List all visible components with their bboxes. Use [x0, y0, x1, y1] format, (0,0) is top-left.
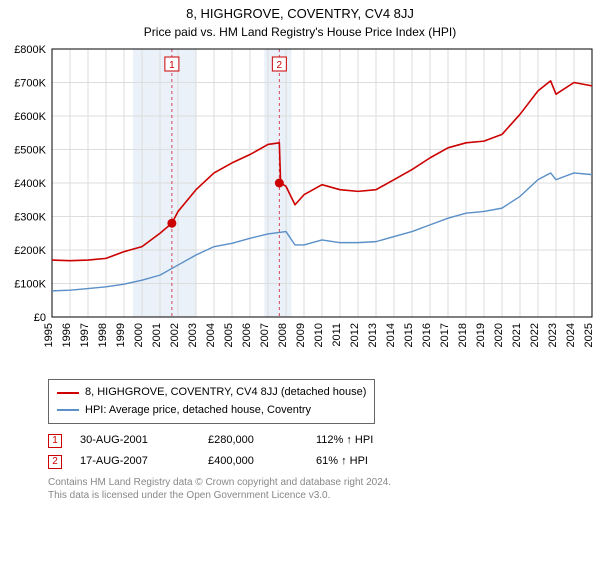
svg-text:£600K: £600K — [14, 111, 46, 123]
sale-delta: 112% ↑ HPI — [316, 430, 373, 451]
svg-text:2019: 2019 — [475, 323, 487, 347]
sales-table: 1 30-AUG-2001 £280,000 112% ↑ HPI 2 17-AUG-20… — [48, 430, 600, 472]
license-line1: Contains HM Land Registry data © Crown c… — [48, 476, 600, 489]
svg-text:£300K: £300K — [14, 212, 46, 224]
svg-text:£100K: £100K — [14, 279, 46, 291]
legend-label: HPI: Average price, detached house, Cove… — [85, 402, 311, 420]
svg-text:2025: 2025 — [583, 323, 595, 347]
svg-text:2017: 2017 — [439, 323, 451, 347]
sale-badge: 2 — [48, 455, 62, 469]
sale-date: 30-AUG-2001 — [80, 430, 190, 451]
svg-text:2013: 2013 — [367, 323, 379, 347]
svg-text:2001: 2001 — [151, 323, 163, 347]
svg-text:1: 1 — [169, 60, 175, 71]
svg-text:£400K: £400K — [14, 178, 46, 190]
svg-text:2: 2 — [277, 60, 283, 71]
svg-text:2024: 2024 — [565, 323, 577, 347]
page-title: 8, HIGHGROVE, COVENTRY, CV4 8JJ — [0, 6, 600, 21]
legend-item: 8, HIGHGROVE, COVENTRY, CV4 8JJ (detache… — [57, 384, 366, 402]
svg-text:£800K: £800K — [14, 44, 46, 56]
svg-text:2014: 2014 — [385, 323, 397, 347]
sale-price: £400,000 — [208, 451, 298, 472]
svg-text:1998: 1998 — [97, 323, 109, 347]
svg-text:2003: 2003 — [187, 323, 199, 347]
sale-price: £280,000 — [208, 430, 298, 451]
sale-row: 1 30-AUG-2001 £280,000 112% ↑ HPI — [48, 430, 600, 451]
svg-text:1995: 1995 — [43, 323, 55, 347]
legend: 8, HIGHGROVE, COVENTRY, CV4 8JJ (detache… — [48, 379, 375, 424]
svg-text:2007: 2007 — [259, 323, 271, 347]
svg-text:2002: 2002 — [169, 323, 181, 347]
page-subtitle: Price paid vs. HM Land Registry's House … — [0, 25, 600, 39]
sale-badge: 1 — [48, 434, 62, 448]
svg-text:2012: 2012 — [349, 323, 361, 347]
svg-text:£700K: £700K — [14, 78, 46, 90]
svg-text:£200K: £200K — [14, 245, 46, 257]
svg-text:2009: 2009 — [295, 323, 307, 347]
svg-text:1999: 1999 — [115, 323, 127, 347]
svg-text:2010: 2010 — [313, 323, 325, 347]
legend-item: HPI: Average price, detached house, Cove… — [57, 402, 366, 420]
svg-text:2006: 2006 — [241, 323, 253, 347]
legend-label: 8, HIGHGROVE, COVENTRY, CV4 8JJ (detache… — [85, 384, 366, 402]
svg-text:2020: 2020 — [493, 323, 505, 347]
svg-text:2016: 2016 — [421, 323, 433, 347]
svg-text:2015: 2015 — [403, 323, 415, 347]
sale-date: 17-AUG-2007 — [80, 451, 190, 472]
svg-text:£500K: £500K — [14, 145, 46, 157]
svg-text:2018: 2018 — [457, 323, 469, 347]
svg-text:1996: 1996 — [61, 323, 73, 347]
svg-text:2000: 2000 — [133, 323, 145, 347]
legend-swatch — [57, 409, 79, 411]
license-line2: This data is licensed under the Open Gov… — [48, 489, 600, 502]
license-text: Contains HM Land Registry data © Crown c… — [48, 476, 600, 502]
svg-text:1997: 1997 — [79, 323, 91, 347]
chart-svg: £0 £100K £200K £300K £400K £500K £600K £700K £80… — [0, 43, 600, 373]
price-chart: £0 £100K £200K £300K £400K £500K £600K £700K £80… — [0, 43, 600, 373]
svg-text:2011: 2011 — [331, 323, 343, 347]
svg-text:2004: 2004 — [205, 323, 217, 347]
svg-text:2008: 2008 — [277, 323, 289, 347]
svg-text:£0: £0 — [34, 312, 46, 324]
legend-swatch — [57, 392, 79, 394]
sale-delta: 61% ↑ HPI — [316, 451, 368, 472]
sale-row: 2 17-AUG-2007 £400,000 61% ↑ HPI — [48, 451, 600, 472]
svg-text:2005: 2005 — [223, 323, 235, 347]
svg-text:2022: 2022 — [529, 323, 541, 347]
svg-text:2023: 2023 — [547, 323, 559, 347]
svg-text:2021: 2021 — [511, 323, 523, 347]
